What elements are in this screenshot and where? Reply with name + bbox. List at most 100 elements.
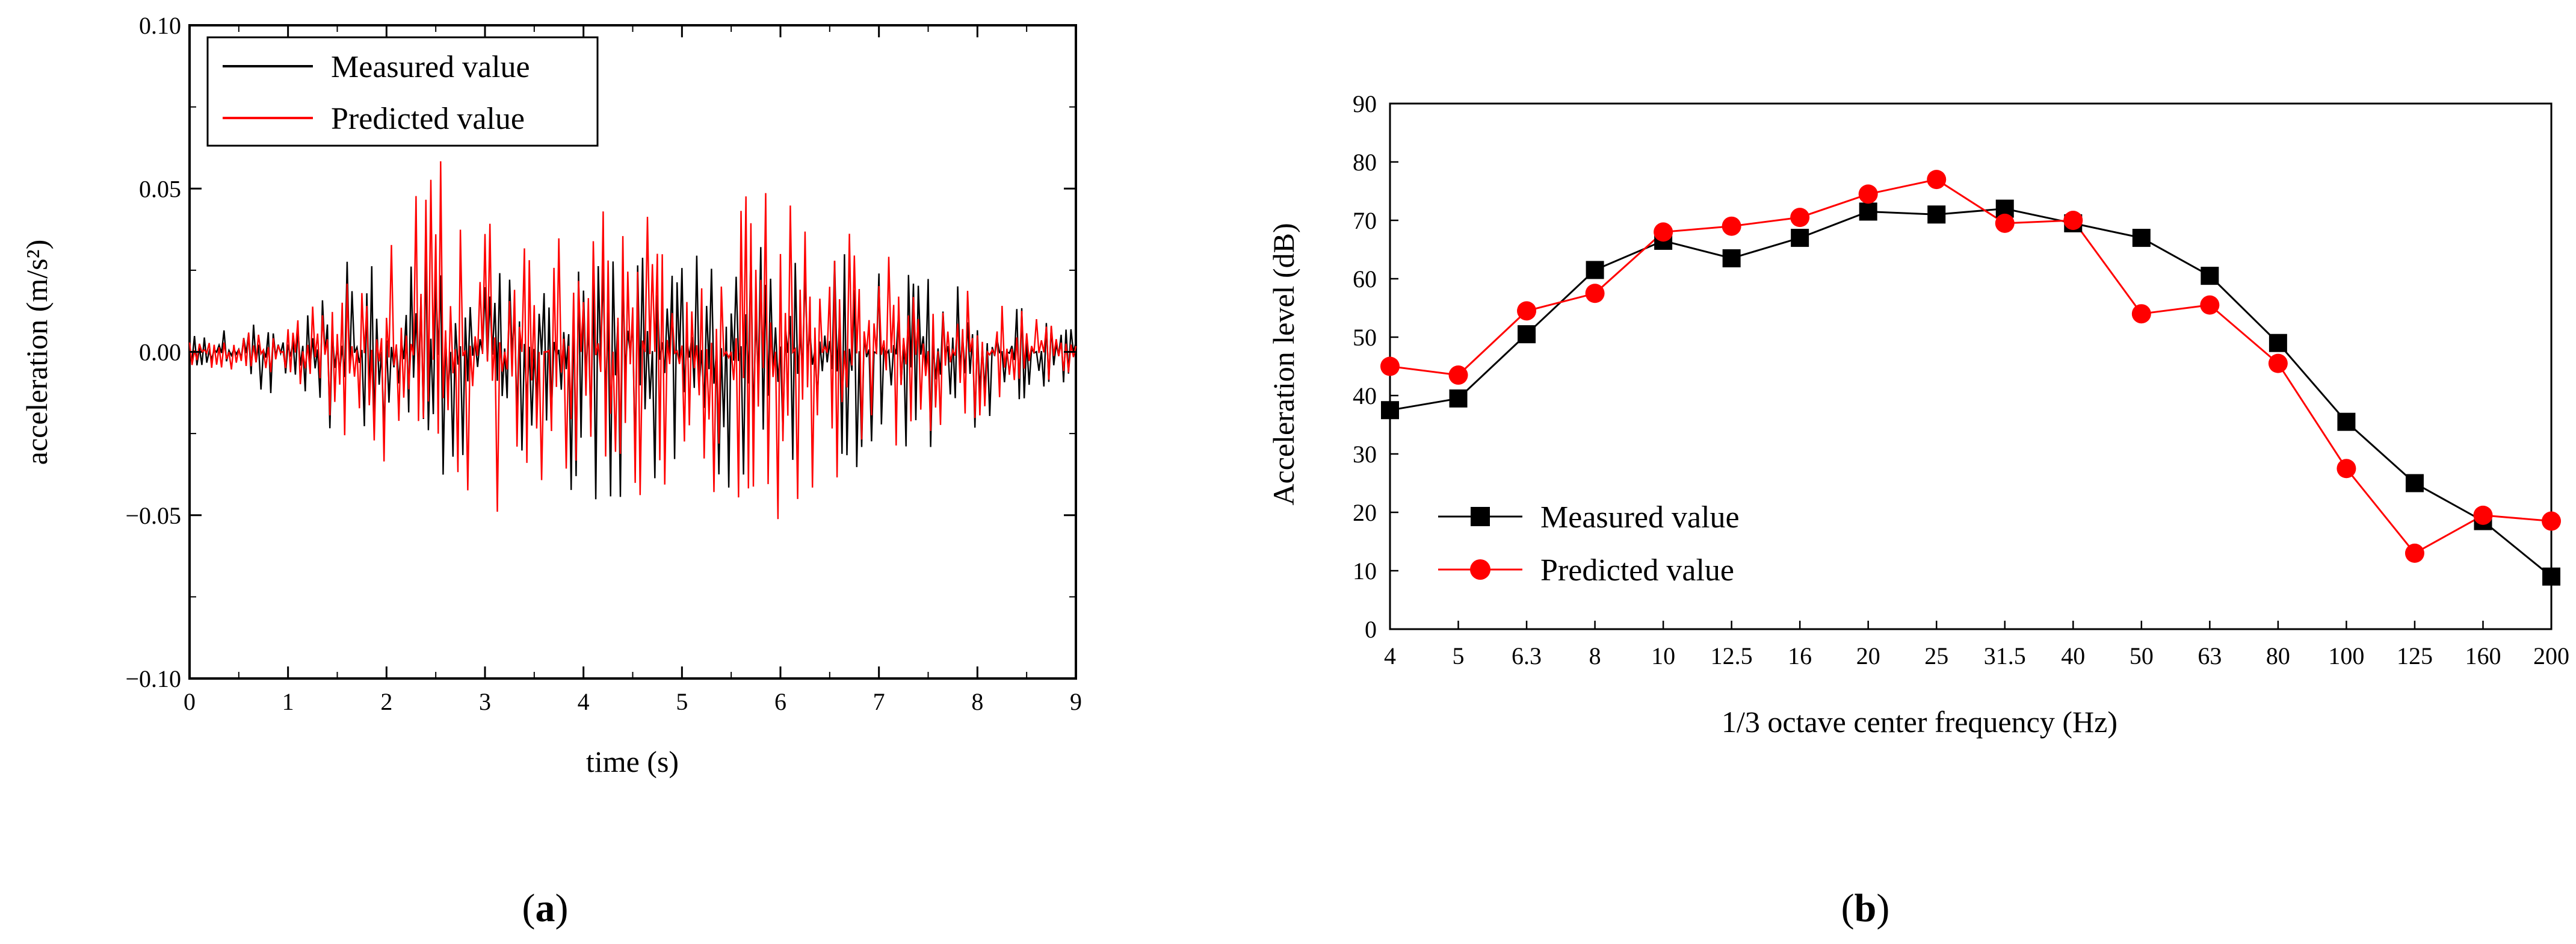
panel-b-x-tick-label: 31.5 <box>1984 642 2026 669</box>
predicted-data-point <box>2063 211 2083 230</box>
panel-b-y-tick-label: 10 <box>1353 557 1377 585</box>
measured-data-point <box>1586 261 1604 279</box>
predicted-data-point <box>1448 365 1468 385</box>
measured-data-point <box>2201 267 2219 285</box>
panel-b-y-tick-label: 20 <box>1353 499 1377 526</box>
panel-a-caption-close: ) <box>555 886 569 930</box>
panel-a-predicted-series-line <box>188 161 1077 520</box>
panel-b-plot-frame <box>1389 102 2553 630</box>
panel-b-caption-close: ) <box>1876 886 1889 930</box>
measured-data-point <box>1381 401 1399 420</box>
predicted-data-point <box>2337 459 2356 479</box>
predicted-data-point <box>1585 284 1605 303</box>
panel-b-y-tick-label: 30 <box>1353 441 1377 468</box>
panel-a-x-tick-label: 6 <box>774 688 786 715</box>
panel-b-octave-spectrum-chart: 4 5 6.3 8 10 12.5 16 20 25 31.5 40 50 63 80 100 125 160 2… <box>1267 90 2569 930</box>
panel-b-x-tick-label: 8 <box>1589 642 1601 669</box>
panel-a-legend-measured-label: Measured value <box>331 50 530 84</box>
panel-a-x-tick-label: 2 <box>380 688 392 715</box>
predicted-data-point <box>2405 543 2424 563</box>
panel-b-y-tick-label: 40 <box>1353 382 1377 409</box>
panel-b-x-tick-label: 16 <box>1788 642 1812 669</box>
panel-b-x-tick-label: 20 <box>1856 642 1880 669</box>
panel-a-x-tick-label: 8 <box>971 688 983 715</box>
predicted-data-point <box>1722 216 1741 236</box>
panel-b-x-tick-label: 80 <box>2266 642 2290 669</box>
panel-b-x-tick-label: 40 <box>2061 642 2085 669</box>
panel-a-y-tick-label: −0.05 <box>125 502 181 529</box>
panel-b-caption-open: ( <box>1841 886 1855 930</box>
panel-a-caption-letter: a <box>536 886 555 930</box>
predicted-data-point <box>1995 213 2015 233</box>
predicted-data-point <box>2131 304 2151 324</box>
panel-b-legend-measured-label: Measured value <box>1540 500 1740 535</box>
panel-b-legend-measured-marker <box>1471 507 1490 526</box>
measured-series-line <box>1389 208 2552 577</box>
panel-a-caption: (a) <box>522 886 569 930</box>
panel-b-caption: (b) <box>1841 886 1890 930</box>
panel-a-x-tick-label: 9 <box>1070 688 1082 715</box>
panel-a-y-axis-label: acceleration (m/s²) <box>20 240 54 465</box>
measured-data-point <box>1449 389 1468 408</box>
panel-a-legend: Measured value Predicted value <box>206 36 599 147</box>
panel-b-x-tick-label: 160 <box>2465 642 2501 669</box>
predicted-data-point <box>1380 356 1400 376</box>
measured-data-point <box>2269 334 2287 352</box>
panel-a-x-tick-label: 1 <box>282 688 294 715</box>
panel-b-x-tick-label: 6.3 <box>1512 642 1542 669</box>
predicted-series-line <box>1389 178 2552 554</box>
predicted-data-point <box>1858 184 1878 204</box>
panel-b-x-axis-label: 1/3 octave center frequency (Hz) <box>1722 705 2117 739</box>
measured-data-point <box>1722 249 1741 268</box>
panel-b-x-tick-label: 4 <box>1384 642 1396 669</box>
measured-data-point <box>1927 205 1946 224</box>
panel-a-x-tick-label: 3 <box>479 688 491 715</box>
predicted-data-point <box>2473 505 2493 525</box>
panel-a-x-tick-label: 0 <box>184 688 196 715</box>
measured-data-point <box>2132 229 2151 247</box>
panel-a-y-tick-label: 0.00 <box>139 339 181 366</box>
predicted-data-point <box>2268 353 2288 373</box>
predicted-data-point <box>2542 511 2561 531</box>
panel-b-y-tick-label: 60 <box>1353 266 1377 293</box>
panel-a-x-tick-label: 4 <box>578 688 590 715</box>
panel-a-x-tick-label: 7 <box>873 688 885 715</box>
panel-b-x-tick-label: 100 <box>2328 642 2364 669</box>
panel-b-y-tick-label: 50 <box>1353 324 1377 351</box>
panel-a-legend-predicted-label: Predicted value <box>331 102 525 136</box>
measured-data-point <box>2405 474 2424 492</box>
panel-a-caption-open: ( <box>522 886 536 930</box>
predicted-data-point <box>1790 208 1810 228</box>
predicted-data-point <box>1517 301 1537 321</box>
panel-a-x-axis-label: time (s) <box>586 745 679 778</box>
panel-b-y-tick-label: 90 <box>1353 90 1377 117</box>
panel-b-x-tick-label: 125 <box>2397 642 2433 669</box>
panel-b-x-tick-label: 63 <box>2198 642 2222 669</box>
measured-data-point <box>1859 202 1877 221</box>
predicted-signal-trace <box>188 161 1077 520</box>
panel-b-x-tick-label: 50 <box>2130 642 2154 669</box>
panel-a-y-tick-label: 0.05 <box>139 175 181 202</box>
panel-b-legend-predicted-label: Predicted value <box>1540 553 1734 588</box>
panel-b-x-tick-label: 5 <box>1453 642 1465 669</box>
panel-b-x-tick-label: 10 <box>1651 642 1675 669</box>
panel-b-x-tick-label: 12.5 <box>1711 642 1753 669</box>
panel-b-y-tick-label: 70 <box>1353 207 1377 234</box>
measured-data-point <box>1518 325 1536 344</box>
measured-data-point <box>1791 229 1809 247</box>
measured-data-point <box>2542 567 2560 586</box>
panel-b-legend-predicted-marker <box>1470 559 1490 580</box>
panel-b-x-tick-label: 200 <box>2533 642 2569 669</box>
panel-b-y-tick-label: 0 <box>1365 616 1377 643</box>
panel-a-y-tick-label: 0.10 <box>139 12 181 39</box>
predicted-data-point <box>1927 170 1947 190</box>
predicted-data-point <box>1654 222 1673 242</box>
panel-b-caption-letter: b <box>1855 886 1877 930</box>
panel-a-x-tick-label: 5 <box>676 688 688 715</box>
panel-b-x-tick-label: 25 <box>1924 642 1948 669</box>
measured-data-point <box>2337 412 2356 431</box>
panel-a-y-tick-label: −0.10 <box>125 665 181 692</box>
predicted-data-point <box>2200 295 2220 315</box>
panel-a-time-history-chart: 0 1 2 3 4 5 6 7 8 9 −0.10 −0.05 0.00 0.05 0.10 Measur… <box>20 12 1082 930</box>
